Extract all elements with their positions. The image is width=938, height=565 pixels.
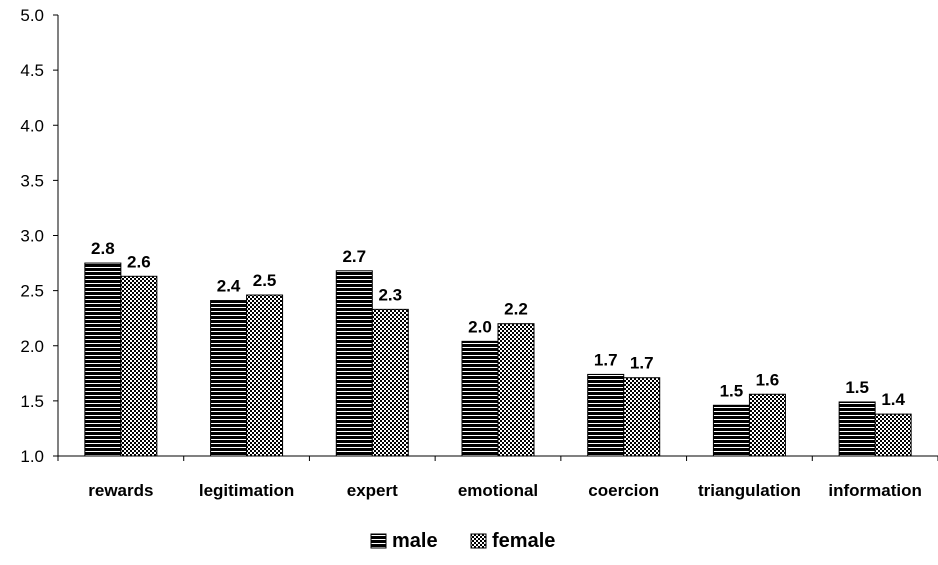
bar-female-legitimation [246,294,284,457]
x-category-label: emotional [458,481,538,500]
bar-female-rewards [120,275,158,457]
bars [84,262,912,457]
bar-female-coercion [623,377,661,457]
data-label-female-rewards: 2.6 [127,252,151,271]
data-label-male-legitimation: 2.4 [217,277,241,296]
y-tick-label: 4.5 [20,61,44,80]
y-tick-label: 5.0 [20,6,44,25]
data-label-female-coercion: 1.7 [630,354,654,373]
data-labels: 2.8 2.6 2.4 2.5 2.7 2.3 2.0 2.2 1.7 1.7 1.5 1.6 1.5 1… [91,239,905,409]
bar-male-coercion [587,373,625,457]
bar-male-emotional [461,340,499,457]
data-label-male-coercion: 1.7 [594,350,618,369]
data-label-female-expert: 2.3 [378,285,402,304]
y-tick-label: 2.0 [20,337,44,356]
y-tick-label: 4.0 [20,116,44,135]
data-label-female-information: 1.4 [881,390,905,409]
data-label-male-expert: 2.7 [342,247,366,266]
y-tick-label: 3.0 [20,227,44,246]
data-label-male-information: 1.5 [845,378,869,397]
x-category-label: expert [347,481,398,500]
legend-swatch-female [470,533,487,549]
bar-male-expert [335,270,373,457]
bar-female-emotional [497,323,535,457]
y-tick-label: 3.5 [20,171,44,190]
x-category-label: rewards [88,481,153,500]
bar-male-legitimation [210,300,248,457]
y-tick-label: 1.5 [20,392,44,411]
bar-female-expert [371,308,409,457]
x-category-label: legitimation [199,481,294,500]
bar-male-information [838,401,876,457]
legend: male female [370,530,555,552]
legend-label-female: female [492,530,555,552]
x-category-label: coercion [588,481,659,500]
x-category-label: triangulation [698,481,801,500]
axes: 1.0 1.5 2.0 2.5 3.0 3.5 4.0 4.5 5.0 rewards legiti… [20,6,938,500]
data-label-male-emotional: 2.0 [468,317,492,336]
data-label-male-rewards: 2.8 [91,239,115,258]
data-label-male-triangulation: 1.5 [720,381,744,400]
legend-label-male: male [392,530,438,552]
data-label-female-legitimation: 2.5 [253,271,277,290]
data-label-female-triangulation: 1.6 [756,370,780,389]
bar-female-information [874,413,912,457]
y-tick-label: 2.5 [20,282,44,301]
legend-swatch-male [370,533,387,549]
bar-female-triangulation [748,393,786,457]
bar-male-triangulation [712,404,750,457]
x-category-label: information [828,481,922,500]
data-label-female-emotional: 2.2 [504,300,528,319]
bar-male-rewards [84,262,122,457]
y-tick-label: 1.0 [20,447,44,466]
